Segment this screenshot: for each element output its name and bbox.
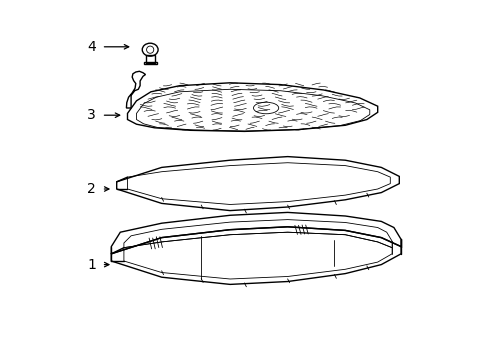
Text: 4: 4 — [87, 40, 96, 54]
Text: 2: 2 — [87, 182, 96, 196]
Text: 3: 3 — [87, 108, 96, 122]
Text: 1: 1 — [87, 258, 96, 271]
